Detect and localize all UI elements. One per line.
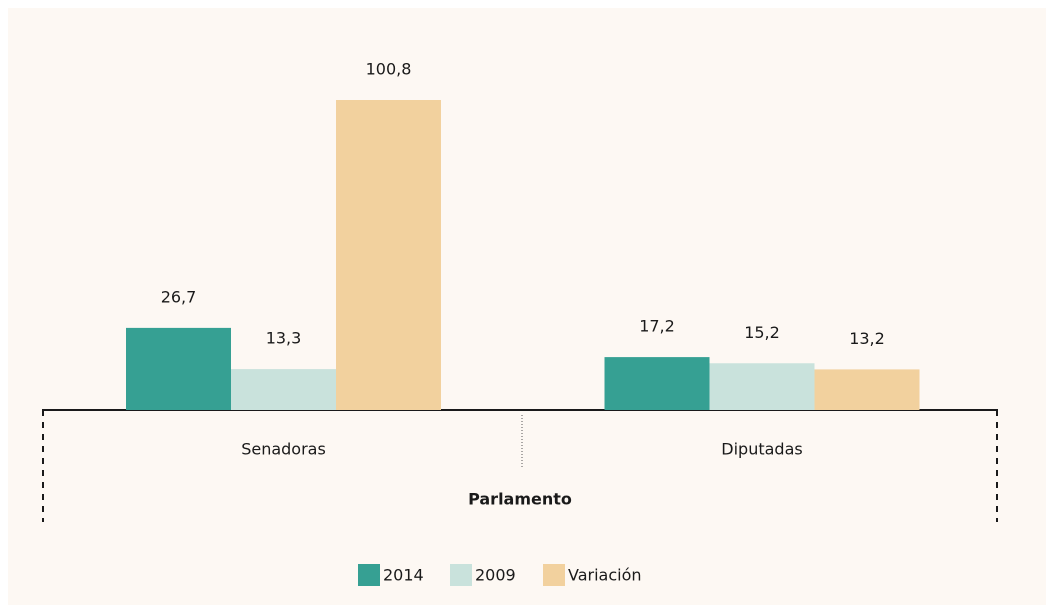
legend-swatch: [450, 564, 472, 586]
legend-swatch: [358, 564, 380, 586]
bar: [126, 327, 231, 410]
background: [8, 8, 1046, 605]
bar: [709, 363, 815, 410]
x-axis-label: Parlamento: [468, 490, 572, 509]
legend-label: 2009: [475, 566, 516, 585]
legend-label: 2014: [383, 566, 424, 585]
bar: [604, 357, 710, 410]
data-label: 13,2: [849, 329, 885, 348]
data-label: 100,8: [366, 60, 412, 79]
legend-swatch: [543, 564, 565, 586]
data-label: 15,2: [744, 323, 780, 342]
bar: [231, 369, 336, 410]
data-label: 13,3: [266, 329, 302, 348]
data-label: 17,2: [639, 317, 675, 336]
x-tick-label: Senadoras: [241, 440, 326, 459]
legend-label: Variación: [568, 566, 642, 585]
bar: [814, 369, 920, 410]
data-label: 26,7: [161, 287, 197, 306]
x-tick-label: Diputadas: [721, 440, 802, 459]
bar: [336, 100, 441, 410]
